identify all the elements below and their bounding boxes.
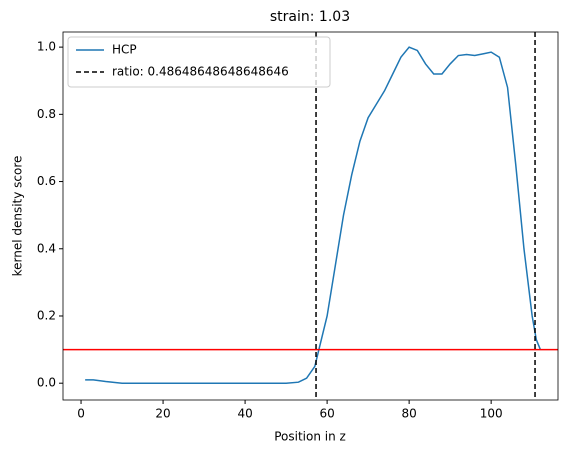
y-tick-label: 1.0 [37, 40, 56, 54]
x-tick-label: 80 [401, 407, 416, 421]
line-series [85, 46, 542, 384]
x-tick-label: 20 [155, 407, 170, 421]
plot-frame [62, 31, 559, 401]
y-tick-label: 0.0 [37, 376, 56, 390]
x-tick-label: 40 [237, 407, 252, 421]
x-axis-label: Position in z [274, 430, 346, 444]
y-tick-label: 0.8 [37, 107, 56, 121]
x-tick-label: 60 [319, 407, 334, 421]
x-tick-label: 100 [480, 407, 503, 421]
y-tick-label: 0.4 [37, 241, 56, 255]
chart-title: strain: 1.03 [270, 9, 350, 25]
y-axis-label: kernel density score [11, 156, 25, 277]
y-tick-label: 0.6 [37, 174, 56, 188]
legend-label: HCP [112, 43, 137, 57]
x-tick-label: 0 [77, 407, 85, 421]
legend-label: ratio: 0.48648648648648646 [112, 65, 289, 79]
legend-box [67, 36, 331, 88]
y-tick-label: 0.2 [37, 308, 56, 322]
